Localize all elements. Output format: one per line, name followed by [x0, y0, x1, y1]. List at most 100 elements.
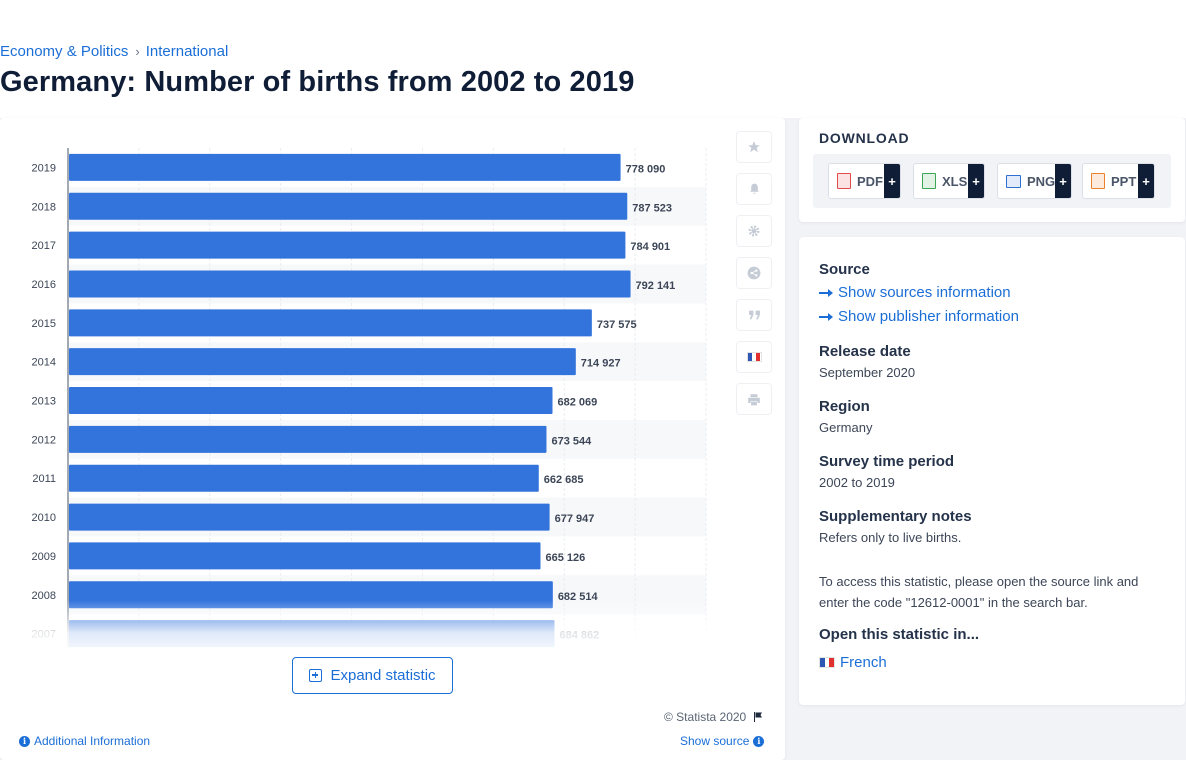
breadcrumb-economy-politics[interactable]: Economy & Politics	[0, 43, 129, 60]
bar-2019[interactable]	[69, 153, 621, 181]
download-panel: DOWNLOAD PDF + XLS + PNG + PPT +	[799, 118, 1185, 222]
bar-2012[interactable]	[69, 425, 547, 453]
quote-icon[interactable]	[736, 299, 772, 331]
bar-2011[interactable]	[69, 464, 539, 492]
copyright-text: © Statista 2020	[664, 710, 747, 724]
plus-square-icon	[309, 669, 323, 682]
release-date-heading: Release date	[819, 343, 911, 360]
open-in-french-link[interactable]: French	[819, 654, 887, 671]
share-icon[interactable]	[736, 257, 772, 289]
pdf-file-icon	[837, 173, 851, 189]
flag-fr-icon	[819, 657, 835, 668]
additional-information-link[interactable]: i Additional Information	[19, 734, 150, 748]
value-label: 778 090	[626, 163, 666, 175]
value-label: 787 523	[632, 202, 672, 214]
arrow-right-icon	[819, 312, 833, 322]
value-label: 737 575	[597, 319, 637, 331]
french-label: French	[840, 654, 887, 671]
download-pdf-button[interactable]: PDF +	[828, 163, 901, 199]
bar-2009[interactable]	[69, 542, 541, 570]
plus-icon: +	[1138, 164, 1154, 198]
expand-label: Expand statistic	[330, 667, 436, 684]
additional-information-label: Additional Information	[34, 734, 151, 748]
bar-2010[interactable]	[69, 503, 550, 531]
access-note: To access this statistic, please open th…	[819, 574, 1139, 610]
download-png-button[interactable]: PNG +	[997, 163, 1072, 199]
show-publisher-link[interactable]: Show publisher information	[819, 308, 1019, 325]
show-sources-link[interactable]: Show sources information	[819, 284, 1011, 301]
show-publisher-label: Show publisher information	[838, 308, 1019, 325]
category-label: 2017	[32, 240, 56, 252]
copyright: © Statista 2020	[664, 710, 764, 724]
download-pdf-label: PDF	[857, 173, 883, 189]
plus-icon: +	[968, 164, 984, 198]
show-sources-label: Show sources information	[838, 284, 1011, 301]
breadcrumb-international[interactable]: International	[145, 43, 229, 60]
show-source-link[interactable]: Show source i	[680, 734, 765, 748]
download-xls-button[interactable]: XLS +	[913, 163, 985, 199]
bar-2013[interactable]	[69, 387, 553, 415]
info-icon: i	[19, 735, 30, 747]
value-label: 677 947	[555, 513, 595, 525]
download-png-label: PNG	[1027, 173, 1056, 189]
region-value: Germany	[819, 420, 873, 435]
category-label: 2019	[32, 162, 56, 174]
bar-2014[interactable]	[69, 348, 576, 376]
download-ppt-button[interactable]: PPT +	[1082, 163, 1155, 199]
bar-2015[interactable]	[69, 309, 592, 337]
supplementary-notes-heading: Supplementary notes	[819, 508, 972, 525]
show-source-label: Show source	[680, 734, 750, 748]
source-heading: Source	[819, 261, 870, 278]
bar-2018[interactable]	[69, 192, 628, 220]
plus-icon: +	[1055, 164, 1071, 198]
bar-2016[interactable]	[69, 270, 631, 298]
region-heading: Region	[819, 398, 870, 415]
category-label: 2011	[32, 473, 56, 485]
category-label: 2013	[32, 396, 56, 408]
category-label: 2015	[32, 318, 56, 330]
flag-report-icon[interactable]	[752, 711, 764, 723]
bar-chart: 2019 778 090 2018 787 523 2017 784 901 2016 792…	[32, 148, 707, 648]
download-heading: DOWNLOAD	[819, 130, 910, 146]
value-label: 682 069	[558, 397, 598, 409]
page-title: Germany: Number of births from 2002 to 2…	[0, 66, 635, 98]
star-icon[interactable]	[736, 131, 772, 163]
category-label: 2008	[32, 590, 56, 602]
chart-card: 2019 778 090 2018 787 523 2017 784 901 2016 792…	[0, 118, 785, 760]
bar-2017[interactable]	[69, 231, 626, 259]
survey-period-heading: Survey time period	[819, 453, 955, 470]
statistic-details-panel: Source Show sources information Show pub…	[799, 237, 1185, 705]
ppt-file-icon	[1091, 173, 1105, 189]
expand-statistic-button[interactable]: Expand statistic	[292, 657, 453, 694]
survey-period-value: 2002 to 2019	[819, 475, 895, 490]
bell-icon[interactable]	[736, 173, 772, 205]
category-label: 2009	[32, 551, 56, 563]
chevron-right-icon: ›	[135, 44, 140, 59]
supplementary-notes-value: Refers only to live births.	[819, 530, 962, 545]
info-icon: i	[753, 735, 765, 747]
chart-toolbar	[736, 131, 772, 425]
flag-fr-icon[interactable]	[736, 341, 772, 373]
print-icon[interactable]	[736, 383, 772, 415]
category-label: 2010	[32, 512, 56, 524]
category-label: 2018	[32, 201, 56, 213]
arrow-right-icon	[819, 288, 833, 298]
download-buttons: PDF + XLS + PNG + PPT +	[813, 154, 1171, 208]
value-label: 714 927	[581, 358, 621, 370]
category-label: 2012	[32, 434, 56, 446]
download-xls-label: XLS	[942, 173, 968, 189]
category-label: 2014	[32, 357, 56, 369]
value-label: 673 544	[551, 435, 592, 447]
header-area	[0, 0, 1186, 118]
value-label: 665 126	[546, 552, 586, 564]
value-label: 682 514	[558, 591, 599, 603]
gear-icon[interactable]	[736, 215, 772, 247]
value-label: 662 685	[544, 474, 584, 486]
chart-fade-overlay	[0, 600, 720, 660]
release-date-value: September 2020	[819, 365, 916, 380]
plus-icon: +	[884, 164, 900, 198]
value-label: 784 901	[630, 241, 670, 253]
xls-file-icon	[922, 173, 936, 189]
png-file-icon	[1006, 174, 1021, 188]
download-ppt-label: PPT	[1111, 173, 1137, 189]
